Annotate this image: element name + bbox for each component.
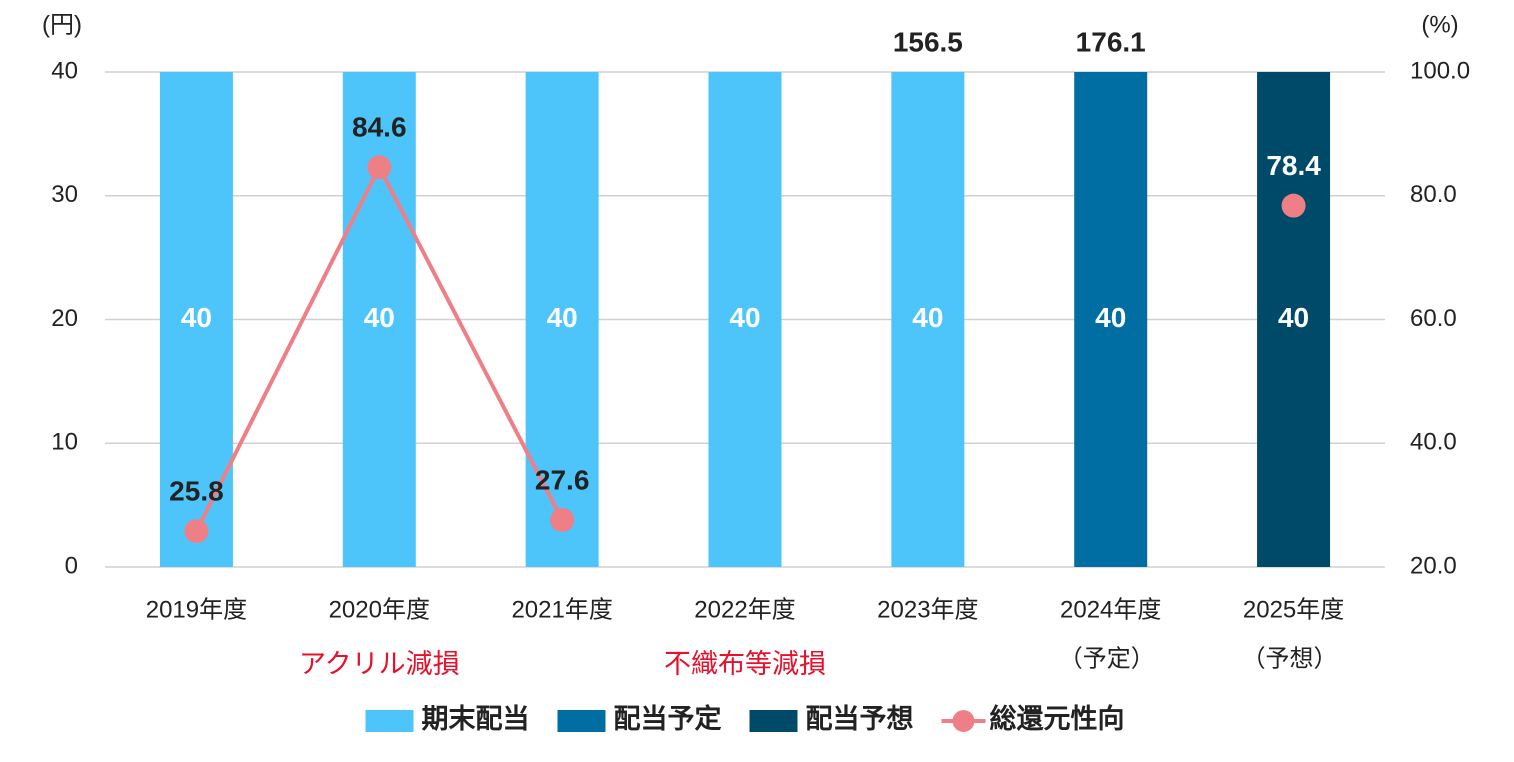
legend-swatch: [749, 710, 798, 732]
annotation: アクリル減損: [299, 649, 460, 679]
y-tick-label: 30: [51, 181, 78, 208]
x-tick-note: （予定）: [1059, 645, 1155, 672]
y2-tick-label: 100.0: [1410, 57, 1470, 84]
bar: [342, 72, 416, 567]
line-value-label: 78.4: [1266, 150, 1321, 181]
y-axis-unit: (円): [42, 11, 82, 38]
legend-marker: [952, 710, 975, 732]
bar-value-label: 40: [364, 302, 395, 333]
legend-label: 総還元性向: [990, 703, 1125, 734]
annotation: 不織布等減損: [664, 649, 826, 679]
y2-tick-label: 40.0: [1410, 429, 1457, 456]
line-value-label: 156.5: [893, 26, 963, 57]
bar: [1257, 72, 1331, 567]
line-value-label: 25.8: [169, 476, 224, 507]
y2-tick-label: 20.0: [1410, 552, 1457, 579]
legend-label: 配当予想: [806, 704, 914, 734]
line-point: [1281, 193, 1306, 218]
y-tick-label: 20: [51, 305, 78, 332]
x-tick-label: 2023年度: [877, 596, 978, 623]
y2-tick-label: 60.0: [1410, 305, 1457, 332]
legend-item: 期末配当: [365, 704, 530, 734]
bar-value-label: 40: [1278, 302, 1309, 333]
bar: [891, 72, 965, 567]
x-tick-note: （予想）: [1242, 645, 1338, 672]
legend-item: 配当予定: [557, 703, 722, 734]
legend-swatch: [557, 710, 606, 732]
legend-item: 配当予想: [749, 704, 914, 734]
bar-value-label: 40: [1095, 302, 1126, 333]
bar-value-label: 40: [912, 302, 943, 333]
y-tick-label: 0: [65, 552, 78, 579]
legend-label: 配当予定: [614, 703, 722, 734]
bar: [1074, 72, 1148, 567]
x-tick-label: 2021年度: [511, 596, 612, 623]
bar: [525, 72, 599, 567]
bar-value-label: 40: [181, 302, 212, 333]
legend-swatch: [365, 710, 414, 732]
legend-label: 期末配当: [422, 704, 530, 734]
legend-item: 総還元性向: [941, 703, 1125, 734]
line-value-label: 27.6: [535, 464, 590, 495]
bar-value-label: 40: [729, 302, 760, 333]
line-point: [184, 519, 209, 544]
line-point: [550, 507, 575, 532]
line-point: [367, 155, 392, 180]
line-value-label: 84.6: [352, 112, 407, 143]
x-tick-label: 2022年度: [694, 596, 795, 623]
x-tick-label: 2020年度: [329, 596, 430, 623]
line-segment: [377, 166, 564, 521]
line-segment: [194, 166, 382, 533]
bar: [708, 72, 782, 567]
y2-tick-label: 80.0: [1410, 181, 1457, 208]
y-tick-label: 40: [51, 57, 78, 84]
y2-axis-unit: (%): [1421, 11, 1458, 38]
bar-value-label: 40: [547, 302, 578, 333]
x-tick-label: 2019年度: [146, 596, 247, 623]
x-tick-label: 2024年度: [1060, 596, 1161, 623]
line-value-label: 176.1: [1076, 26, 1146, 57]
x-tick-label: 2025年度: [1243, 596, 1344, 623]
y-tick-label: 10: [51, 429, 78, 456]
